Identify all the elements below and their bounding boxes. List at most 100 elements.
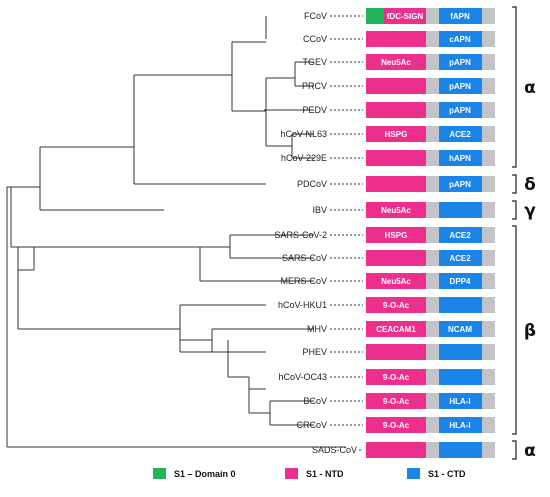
ctd-segment — [439, 8, 482, 24]
ntd-segment — [366, 369, 426, 385]
taxon-label: PHEV — [302, 347, 327, 357]
ntd-segment — [366, 442, 426, 458]
clade-label: γ — [524, 201, 536, 221]
domain-bar: hAPN — [366, 150, 495, 166]
ctd-segment — [439, 227, 482, 243]
tail-segment — [482, 417, 495, 433]
linker-segment — [426, 297, 439, 313]
tail-segment — [482, 227, 495, 243]
tail-segment — [482, 54, 495, 70]
ntd-segment — [384, 8, 426, 24]
ctd-receptor-label: HLA-I — [449, 397, 470, 406]
tail-segment — [482, 31, 495, 47]
taxon-label: hCoV-229E — [281, 153, 327, 163]
ctd-receptor-label: DPP4 — [450, 277, 471, 286]
ctd-receptor-label: ACE2 — [449, 254, 471, 263]
taxon-label: hCoV-NL63 — [280, 129, 327, 139]
ctd-receptor-label: NCAM — [448, 325, 472, 334]
linker-segment — [426, 8, 439, 24]
ctd-segment — [439, 273, 482, 289]
tail-segment — [482, 102, 495, 118]
domain-bar: 9-O-Ac — [366, 369, 495, 385]
domain-bar: 9-O-Ac — [366, 297, 495, 313]
clade-bracket — [512, 6, 517, 168]
taxon-label: MERS-CoV — [280, 276, 327, 286]
legend-label: S1 - NTD — [306, 469, 344, 479]
tree-branches — [6, 16, 346, 448]
ntd-segment — [366, 273, 426, 289]
clade-brackets: α δγ β α — [512, 6, 536, 461]
linker-segment — [426, 273, 439, 289]
linker-segment — [426, 126, 439, 142]
domain-bar: 9-O-Ac HLA-I — [366, 393, 495, 409]
ntd-segment — [366, 102, 426, 118]
ctd-segment — [439, 54, 482, 70]
ctd-segment — [439, 202, 482, 218]
ntd-segment — [366, 176, 426, 192]
tail-segment — [482, 150, 495, 166]
tail-segment — [482, 202, 495, 218]
ntd-receptor-label: Neu5Ac — [381, 277, 411, 286]
domain-bar: pAPN — [366, 102, 495, 118]
ctd-segment — [439, 102, 482, 118]
tail-segment — [482, 273, 495, 289]
ctd-receptor-label: pAPN — [449, 180, 471, 189]
ntd-segment — [366, 344, 426, 360]
tail-segment — [482, 344, 495, 360]
ntd-segment — [366, 227, 426, 243]
clade-bracket — [512, 225, 517, 435]
ctd-receptor-label: ACE2 — [449, 130, 471, 139]
tail-segment — [482, 321, 495, 337]
ctd-segment — [439, 78, 482, 94]
ntd-receptor-label: CEACAM1 — [376, 325, 416, 334]
tail-segment — [482, 78, 495, 94]
taxon-label: hCoV-OC43 — [278, 372, 327, 382]
clade-label: α — [524, 441, 536, 461]
clade-bracket — [512, 440, 517, 460]
taxon-label: BCoV — [303, 396, 327, 406]
taxon-label: MHV — [307, 324, 327, 334]
taxon-label: PRCV — [302, 81, 327, 91]
ctd-receptor-label: ACE2 — [449, 231, 471, 240]
legend-swatch — [285, 468, 298, 479]
ntd-segment — [366, 126, 426, 142]
linker-segment — [426, 344, 439, 360]
ctd-segment — [439, 344, 482, 360]
ntd-segment — [366, 250, 426, 266]
linker-segment — [426, 369, 439, 385]
taxon-label: FCoV — [304, 11, 327, 21]
ctd-receptor-label: fAPN — [450, 12, 470, 21]
domain-bar: pAPN — [366, 176, 495, 192]
linker-segment — [426, 417, 439, 433]
linker-segment — [426, 202, 439, 218]
ntd-segment — [366, 393, 426, 409]
ntd-receptor-label: 9-O-Ac — [383, 397, 410, 406]
ntd-segment — [366, 417, 426, 433]
s1-domain-bars: fDC-SIGN fAPN cAPN Neu5Ac pAPN pAPN pAPN HSPG AC… — [366, 8, 495, 458]
clade-bracket — [512, 200, 517, 220]
ctd-receptor-label: HLA-I — [449, 421, 470, 430]
tail-segment — [482, 393, 495, 409]
ctd-segment — [439, 297, 482, 313]
domain0-segment — [366, 8, 384, 24]
ntd-receptor-label: 9-O-Ac — [383, 301, 410, 310]
taxon-label: TGEV — [302, 57, 327, 67]
ntd-segment — [366, 78, 426, 94]
ctd-segment — [439, 393, 482, 409]
domain-bar: 9-O-Ac HLA-I — [366, 417, 495, 433]
linker-segment — [426, 176, 439, 192]
clade-label: β — [524, 321, 536, 341]
tail-segment — [482, 297, 495, 313]
domain-bar: ACE2 — [366, 250, 495, 266]
domain-bar: cAPN — [366, 31, 495, 47]
taxon-label: PEDV — [302, 105, 327, 115]
domain-bar: Neu5Ac — [366, 202, 495, 218]
ctd-segment — [439, 442, 482, 458]
linker-segment — [426, 78, 439, 94]
ctd-receptor-label: pAPN — [449, 106, 471, 115]
clade-label: α — [524, 78, 536, 98]
ntd-segment — [366, 297, 426, 313]
linker-segment — [426, 150, 439, 166]
